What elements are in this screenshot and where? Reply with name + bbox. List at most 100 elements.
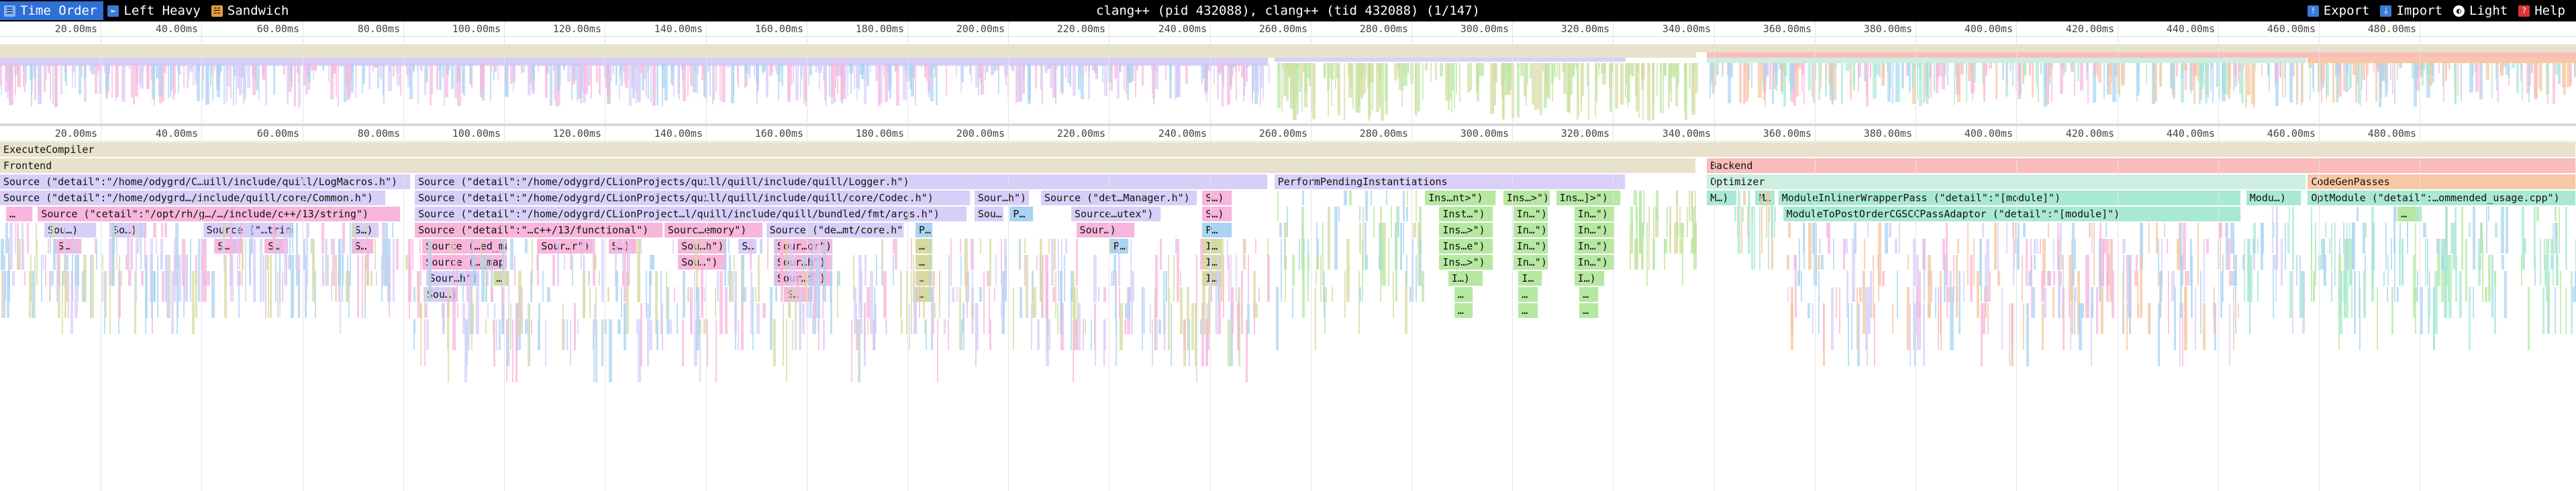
flame-stack-sliver[interactable]	[2225, 223, 2228, 270]
flame-stack-sliver[interactable]	[4, 255, 6, 318]
flame-stack-sliver[interactable]	[2091, 223, 2093, 254]
flame-stack-sliver[interactable]	[64, 255, 67, 318]
flame-stack-sliver[interactable]	[2042, 239, 2046, 286]
flame-stack-sliver[interactable]	[595, 287, 597, 318]
flame-stack-sliver[interactable]	[190, 239, 192, 302]
flame-stack-sliver[interactable]	[2346, 239, 2349, 270]
flame-stack-sliver[interactable]	[2407, 223, 2409, 254]
flame-frame[interactable]: …	[1518, 287, 1539, 302]
flame-frame[interactable]: I…)	[1574, 271, 1605, 286]
flame-stack-sliver[interactable]	[90, 255, 92, 318]
flame-stack-sliver[interactable]	[1070, 287, 1072, 350]
flame-stack-sliver[interactable]	[477, 271, 479, 334]
flame-stack-sliver[interactable]	[1162, 271, 1165, 334]
flame-stack-sliver[interactable]	[2560, 271, 2562, 334]
flame-stack-sliver[interactable]	[1812, 303, 1814, 334]
flame-stack-sliver[interactable]	[361, 255, 363, 318]
flame-stack-sliver[interactable]	[117, 271, 119, 334]
flame-frame[interactable]: Frontend	[0, 158, 1697, 173]
flame-stack-sliver[interactable]	[1415, 255, 1417, 302]
flame-stack-sliver[interactable]	[2159, 271, 2161, 318]
flame-stack-sliver[interactable]	[48, 271, 50, 302]
flame-stack-sliver[interactable]	[331, 271, 333, 302]
flame-stack-sliver[interactable]	[1230, 303, 1233, 366]
flame-stack-sliver[interactable]	[1870, 271, 1873, 318]
flame-stack-sliver[interactable]	[509, 303, 511, 350]
flame-stack-sliver[interactable]	[1316, 255, 1319, 270]
flame-stack-sliver[interactable]	[17, 239, 21, 270]
flame-stack-sliver[interactable]	[1742, 207, 1744, 221]
flame-stack-sliver[interactable]	[1982, 223, 1984, 237]
flame-stack-sliver[interactable]	[262, 255, 264, 302]
flame-frame[interactable]: S…)	[351, 223, 379, 237]
flame-stack-sliver[interactable]	[2571, 271, 2573, 334]
flame-stack-sliver[interactable]	[424, 287, 426, 318]
flame-stack-sliver[interactable]	[694, 319, 697, 366]
flame-stack-sliver[interactable]	[775, 239, 777, 302]
flame-stack-sliver[interactable]	[1246, 319, 1248, 382]
flame-stack-sliver[interactable]	[948, 255, 950, 318]
flame-stack-sliver[interactable]	[1634, 190, 1636, 205]
flame-stack-sliver[interactable]	[2546, 287, 2550, 334]
flame-stack-sliver[interactable]	[694, 271, 696, 318]
flame-stack-sliver[interactable]	[469, 271, 471, 302]
flame-stack-sliver[interactable]	[2469, 223, 2471, 237]
flame-stack-sliver[interactable]	[2191, 255, 2193, 318]
flame-stack-sliver[interactable]	[640, 303, 643, 366]
flame-stack-sliver[interactable]	[424, 303, 428, 318]
flame-stack-sliver[interactable]	[895, 239, 897, 270]
flame-stack-sliver[interactable]	[2257, 271, 2259, 302]
flame-stack-sliver[interactable]	[321, 255, 324, 286]
flame-frame[interactable]: …	[915, 239, 934, 254]
flame-stack-sliver[interactable]	[624, 303, 627, 350]
flame-stack-sliver[interactable]	[2343, 223, 2345, 254]
flame-stack-sliver[interactable]	[2074, 287, 2076, 334]
flame-stack-sliver[interactable]	[57, 239, 60, 286]
flame-stack-sliver[interactable]	[2559, 207, 2561, 254]
flame-stack-sliver[interactable]	[2453, 223, 2457, 270]
flame-stack-sliver[interactable]	[2377, 287, 2379, 350]
flame-stack-sliver[interactable]	[837, 271, 841, 286]
flame-stack-sliver[interactable]	[2321, 239, 2324, 254]
flame-frame[interactable]: Sourc…emory")	[664, 223, 764, 237]
flame-stack-sliver[interactable]	[2031, 255, 2033, 318]
flame-frame[interactable]: Sour…h")	[974, 190, 1030, 205]
flame-stack-sliver[interactable]	[2385, 223, 2387, 270]
flame-stack-sliver[interactable]	[2231, 223, 2234, 254]
flame-stack-sliver[interactable]	[471, 239, 473, 270]
flame-frame[interactable]: In…")	[1574, 207, 1615, 221]
flame-stack-sliver[interactable]	[383, 239, 387, 286]
flame-stack-sliver[interactable]	[790, 239, 792, 286]
flame-stack-sliver[interactable]	[814, 271, 817, 318]
flame-stack-sliver[interactable]	[943, 319, 946, 334]
flame-stack-sliver[interactable]	[2362, 223, 2366, 254]
flame-stack-sliver[interactable]	[1680, 239, 1684, 254]
flame-stack-sliver[interactable]	[1955, 255, 1958, 318]
flame-stack-sliver[interactable]	[2096, 287, 2099, 334]
flame-stack-sliver[interactable]	[1856, 287, 1858, 350]
flame-stack-sliver[interactable]	[801, 303, 805, 334]
flame-stack-sliver[interactable]	[451, 239, 454, 254]
flame-frame[interactable]: Source ("cetail":"/opt/rh/g…/…/include/c…	[38, 207, 401, 221]
flame-stack-sliver[interactable]	[730, 271, 734, 302]
flame-frame[interactable]: Backend	[1707, 158, 2576, 173]
flame-stack-sliver[interactable]	[2344, 287, 2346, 318]
flame-stack-sliver[interactable]	[305, 271, 307, 302]
flame-stack-sliver[interactable]	[2222, 255, 2224, 302]
flame-stack-sliver[interactable]	[1025, 255, 1028, 318]
flame-stack-sliver[interactable]	[1653, 207, 1655, 270]
flame-stack-sliver[interactable]	[2248, 255, 2250, 286]
flame-stack-sliver[interactable]	[485, 255, 487, 302]
flame-stack-sliver[interactable]	[1159, 239, 1162, 270]
flame-stack-sliver[interactable]	[366, 239, 370, 286]
flame-stack-sliver[interactable]	[773, 319, 777, 366]
flame-stack-sliver[interactable]	[2493, 271, 2496, 334]
flame-stack-sliver[interactable]	[462, 271, 464, 302]
flame-stack-sliver[interactable]	[2556, 223, 2559, 286]
flame-stack-sliver[interactable]	[1914, 303, 1916, 366]
flame-stack-sliver[interactable]	[818, 303, 820, 334]
flame-stack-sliver[interactable]	[2234, 255, 2238, 286]
flame-stack-sliver[interactable]	[1908, 255, 1910, 270]
flame-stack-sliver[interactable]	[485, 319, 487, 334]
flame-stack-sliver[interactable]	[64, 223, 66, 286]
